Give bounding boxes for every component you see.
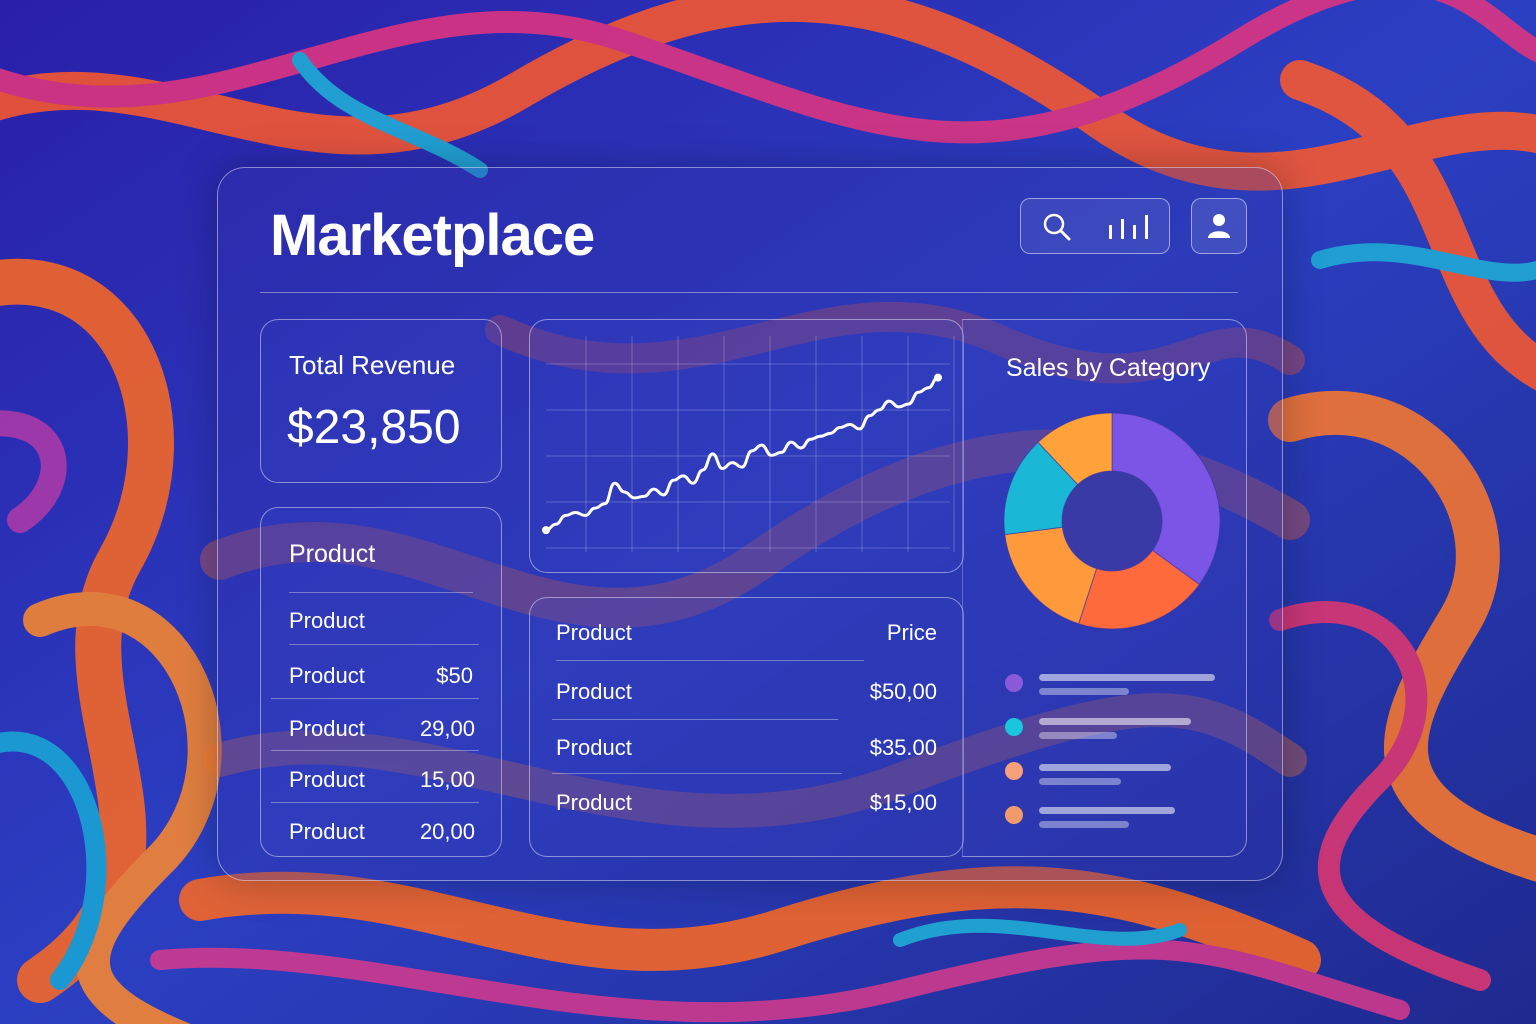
row-divider xyxy=(271,698,479,699)
price-table-row-price: $35.00 xyxy=(869,735,937,760)
legend-dot xyxy=(1005,762,1023,780)
total-revenue-value: $23,850 xyxy=(287,401,461,454)
legend-dot xyxy=(1005,806,1023,824)
search-icon[interactable] xyxy=(1041,211,1073,243)
series-point xyxy=(934,373,942,382)
legend-dot xyxy=(1005,674,1023,692)
donut-chart xyxy=(1003,412,1221,630)
row-divider xyxy=(289,592,473,593)
line-chart xyxy=(542,336,955,552)
product-list-row-name: Product xyxy=(289,819,365,844)
price-table-card: Product Price Product $50,00 Product $35… xyxy=(529,597,964,857)
price-table-header-product: Product xyxy=(556,620,632,645)
series-line xyxy=(545,376,939,532)
product-list-row-value: 15,00 xyxy=(419,767,475,792)
total-revenue-label: Total Revenue xyxy=(289,350,456,380)
product-list-row-value: 20,00 xyxy=(419,819,475,844)
sales-by-category-title: Sales by Category xyxy=(1006,354,1211,382)
bar-chart-icon[interactable] xyxy=(1105,213,1153,241)
dashboard-panel: Marketplace Total Revenue $23,850 Produc… xyxy=(217,167,1283,881)
legend-line xyxy=(1039,821,1129,828)
user-profile-button[interactable] xyxy=(1191,198,1247,254)
donut-hole xyxy=(1062,471,1162,571)
price-table-row-name: Product xyxy=(556,790,632,815)
legend-dot xyxy=(1005,718,1023,736)
total-revenue-card: Total Revenue $23,850 xyxy=(260,319,502,483)
price-table-row-price: $15,00 xyxy=(869,790,937,815)
price-table-row-name: Product xyxy=(556,679,632,704)
row-divider xyxy=(556,660,864,661)
product-list-row-name: Product xyxy=(289,608,365,633)
user-icon xyxy=(1208,214,1230,238)
row-divider xyxy=(271,802,479,803)
series-point xyxy=(542,526,550,535)
price-table-header-price: Price xyxy=(886,620,937,645)
legend-line xyxy=(1039,674,1215,681)
legend-line xyxy=(1039,807,1175,814)
price-table-row-price: $50,00 xyxy=(869,679,937,704)
line-chart-card xyxy=(529,319,964,573)
product-list-row-value: 29,00 xyxy=(419,716,475,741)
header-divider xyxy=(260,292,1238,293)
sales-by-category-card: Sales by Category xyxy=(962,319,1247,857)
legend-line xyxy=(1039,688,1129,695)
product-list-heading: Product xyxy=(289,540,376,568)
row-divider xyxy=(552,719,838,720)
product-list-card: Product Product Product $50 Product 29,0… xyxy=(260,507,502,857)
row-divider xyxy=(271,750,479,751)
toolbar-group xyxy=(1020,198,1170,254)
legend-line xyxy=(1039,732,1117,739)
product-list-row-name: Product xyxy=(289,716,365,741)
product-list-row-value: $50 xyxy=(436,663,473,688)
legend-line xyxy=(1039,778,1121,785)
legend-line xyxy=(1039,718,1191,725)
row-divider xyxy=(552,773,842,774)
row-divider xyxy=(289,644,479,645)
price-table-row-name: Product xyxy=(556,735,632,760)
product-list-row-name: Product xyxy=(289,663,365,688)
page-title: Marketplace xyxy=(270,203,595,268)
product-list-row-name: Product xyxy=(289,767,365,792)
legend-line xyxy=(1039,764,1171,771)
